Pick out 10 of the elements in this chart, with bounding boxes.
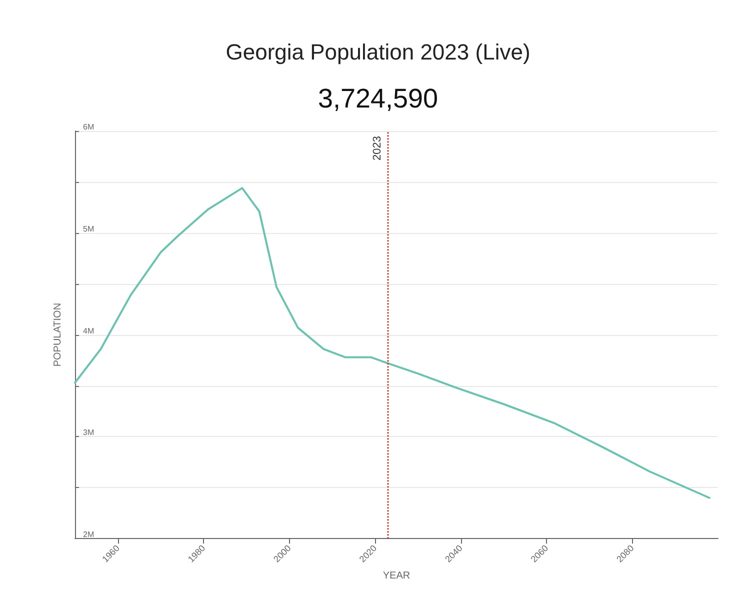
chart-subtitle: 3,724,590 <box>318 84 438 114</box>
y-axis-title: POPULATION <box>52 302 64 367</box>
y-tick-label: 5M <box>83 224 94 234</box>
y-tick-label: 6M <box>83 122 94 132</box>
x-axis-title: YEAR <box>382 570 410 582</box>
y-tick-label: 3M <box>83 428 94 438</box>
y-tick-label: 4M <box>83 326 94 336</box>
chart-title: Georgia Population 2023 (Live) <box>226 40 530 64</box>
y-tick-label: 2M <box>83 530 94 540</box>
ref-line-label: 2023 <box>371 136 384 160</box>
